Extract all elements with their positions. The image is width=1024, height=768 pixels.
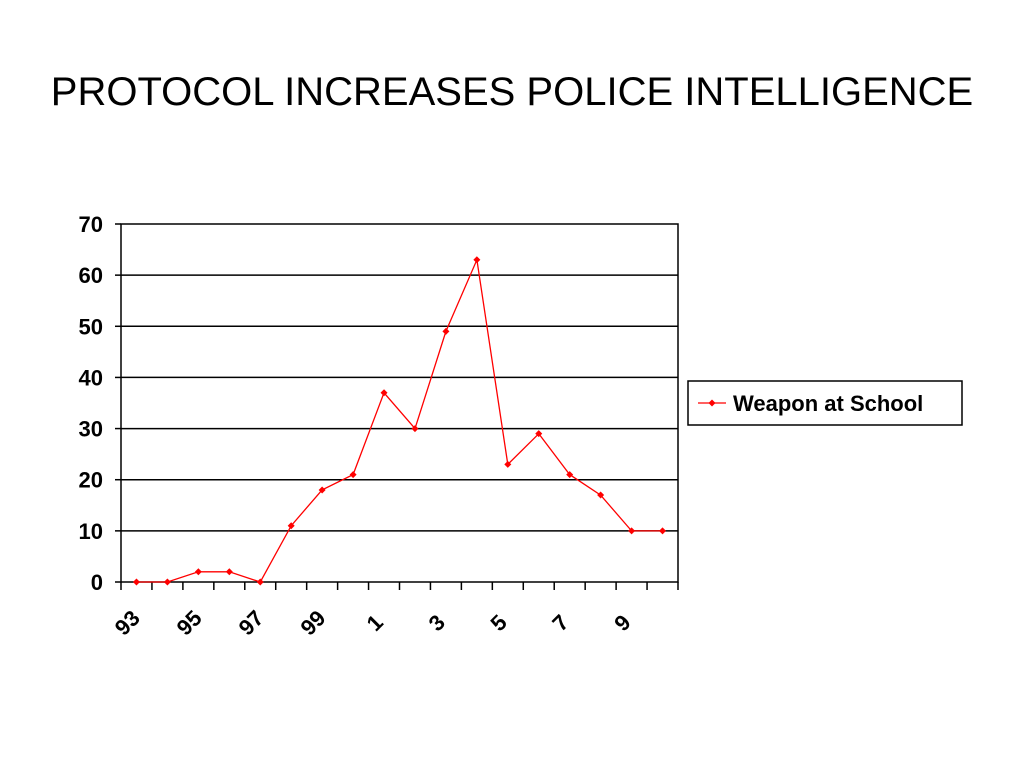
- data-point-marker: [473, 256, 481, 264]
- legend-label: Weapon at School: [733, 391, 923, 416]
- y-axis-ticks: 0 10 20 30 40 50 60 70: [79, 212, 121, 595]
- y-tick-label: 50: [79, 314, 103, 339]
- x-tick-label: 9: [609, 610, 635, 636]
- y-tick-label: 0: [91, 570, 103, 595]
- legend-marker: [708, 399, 716, 407]
- series-layer: [132, 256, 667, 586]
- y-tick-label: 70: [79, 212, 103, 237]
- data-point-marker: [132, 578, 140, 586]
- data-point-marker: [225, 568, 233, 576]
- x-tick-label: 97: [234, 605, 269, 640]
- legend: Weapon at School: [687, 380, 963, 426]
- data-point-marker: [628, 527, 636, 535]
- data-point-marker: [442, 327, 450, 335]
- data-point-marker: [659, 527, 667, 535]
- data-point-marker: [566, 471, 574, 479]
- x-tick-label: 93: [110, 605, 145, 640]
- y-tick-label: 40: [79, 365, 103, 390]
- legend-box: [687, 380, 963, 426]
- data-point-marker: [256, 578, 264, 586]
- data-point-marker: [535, 430, 543, 438]
- x-tick-label: 1: [362, 610, 388, 636]
- data-point-marker: [504, 460, 512, 468]
- plot-area: [120, 223, 679, 583]
- data-point-marker: [194, 568, 202, 576]
- x-tick-label: 3: [424, 610, 450, 636]
- data-point-marker: [349, 471, 357, 479]
- data-point-marker: [163, 578, 171, 586]
- data-point-marker: [411, 425, 419, 433]
- gridlines: [121, 274, 678, 532]
- slide-title: PROTOCOL INCREASES POLICE INTELLIGENCE: [50, 70, 974, 114]
- y-tick-label: 30: [79, 417, 103, 442]
- x-tick-label: 7: [547, 610, 573, 636]
- data-point-marker: [380, 389, 388, 397]
- x-tick-label: 5: [485, 610, 511, 636]
- data-point-marker: [318, 486, 326, 494]
- series-line: [136, 257, 663, 583]
- x-tick-label: 95: [172, 605, 207, 640]
- data-point-marker: [287, 522, 295, 530]
- data-point-marker: [597, 491, 605, 499]
- x-axis-ticks: 93 95 97 99 1 3 5 7 9: [110, 582, 679, 640]
- y-tick-label: 20: [79, 468, 103, 493]
- y-tick-label: 10: [79, 519, 103, 544]
- x-tick-label: 99: [295, 605, 330, 640]
- y-tick-label: 60: [79, 263, 103, 288]
